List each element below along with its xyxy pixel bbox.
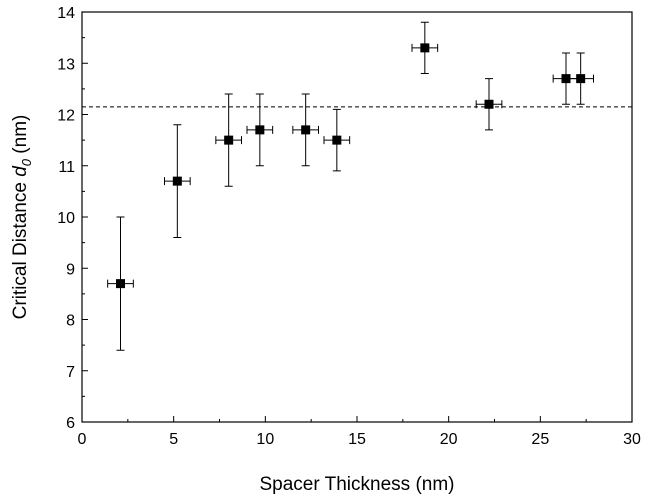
- square-marker: [484, 99, 494, 109]
- data-point: [292, 93, 319, 167]
- square-marker: [255, 125, 265, 135]
- square-marker: [224, 135, 234, 145]
- square-marker: [561, 74, 571, 84]
- x-tick-label: 25: [531, 431, 549, 448]
- square-marker: [420, 43, 430, 53]
- x-tick-label: 0: [78, 431, 87, 448]
- square-marker: [301, 125, 311, 135]
- square-marker: [172, 176, 182, 186]
- x-tick-label: 30: [623, 431, 641, 448]
- x-axis-title: Spacer Thickness (nm): [260, 474, 455, 495]
- data-point: [323, 108, 351, 172]
- y-tick-label: 6: [66, 415, 75, 432]
- y-axis-title: Critical Distance d0 (nm): [10, 115, 34, 320]
- y-tick-label: 7: [66, 364, 75, 381]
- y-axis-title-unit: (nm): [10, 115, 31, 159]
- data-point: [475, 78, 503, 131]
- y-axis-title-symbol: d: [10, 165, 31, 177]
- data-points: [107, 21, 594, 351]
- y-tick-label: 10: [57, 210, 75, 227]
- y-axis-ticks: 6 7 8 9 10 11 12 13 14: [57, 5, 88, 432]
- x-axis-ticks: 0 5 10 15 20 25 30: [78, 416, 641, 448]
- y-tick-label: 14: [57, 5, 75, 22]
- data-point: [411, 21, 439, 74]
- data-point: [107, 216, 134, 351]
- y-tick-label: 13: [57, 56, 75, 73]
- x-tick-label: 15: [348, 431, 366, 448]
- y-tick-label: 12: [57, 108, 75, 125]
- square-marker: [576, 74, 586, 84]
- y-tick-label: 8: [66, 313, 75, 330]
- data-point: [567, 52, 594, 105]
- x-tick-label: 20: [440, 431, 458, 448]
- y-axis-title-subscript: 0: [19, 158, 34, 166]
- x-tick-label: 5: [169, 431, 178, 448]
- x-tick-label: 10: [256, 431, 274, 448]
- y-tick-label: 9: [66, 261, 75, 278]
- data-point: [164, 124, 191, 238]
- square-marker: [332, 135, 342, 145]
- y-tick-label: 11: [58, 159, 75, 176]
- y-axis-title-main: Critical Distance: [10, 177, 31, 320]
- data-point: [215, 93, 242, 187]
- plot-frame: [81, 11, 633, 423]
- data-point: [246, 93, 274, 167]
- square-marker: [116, 279, 125, 289]
